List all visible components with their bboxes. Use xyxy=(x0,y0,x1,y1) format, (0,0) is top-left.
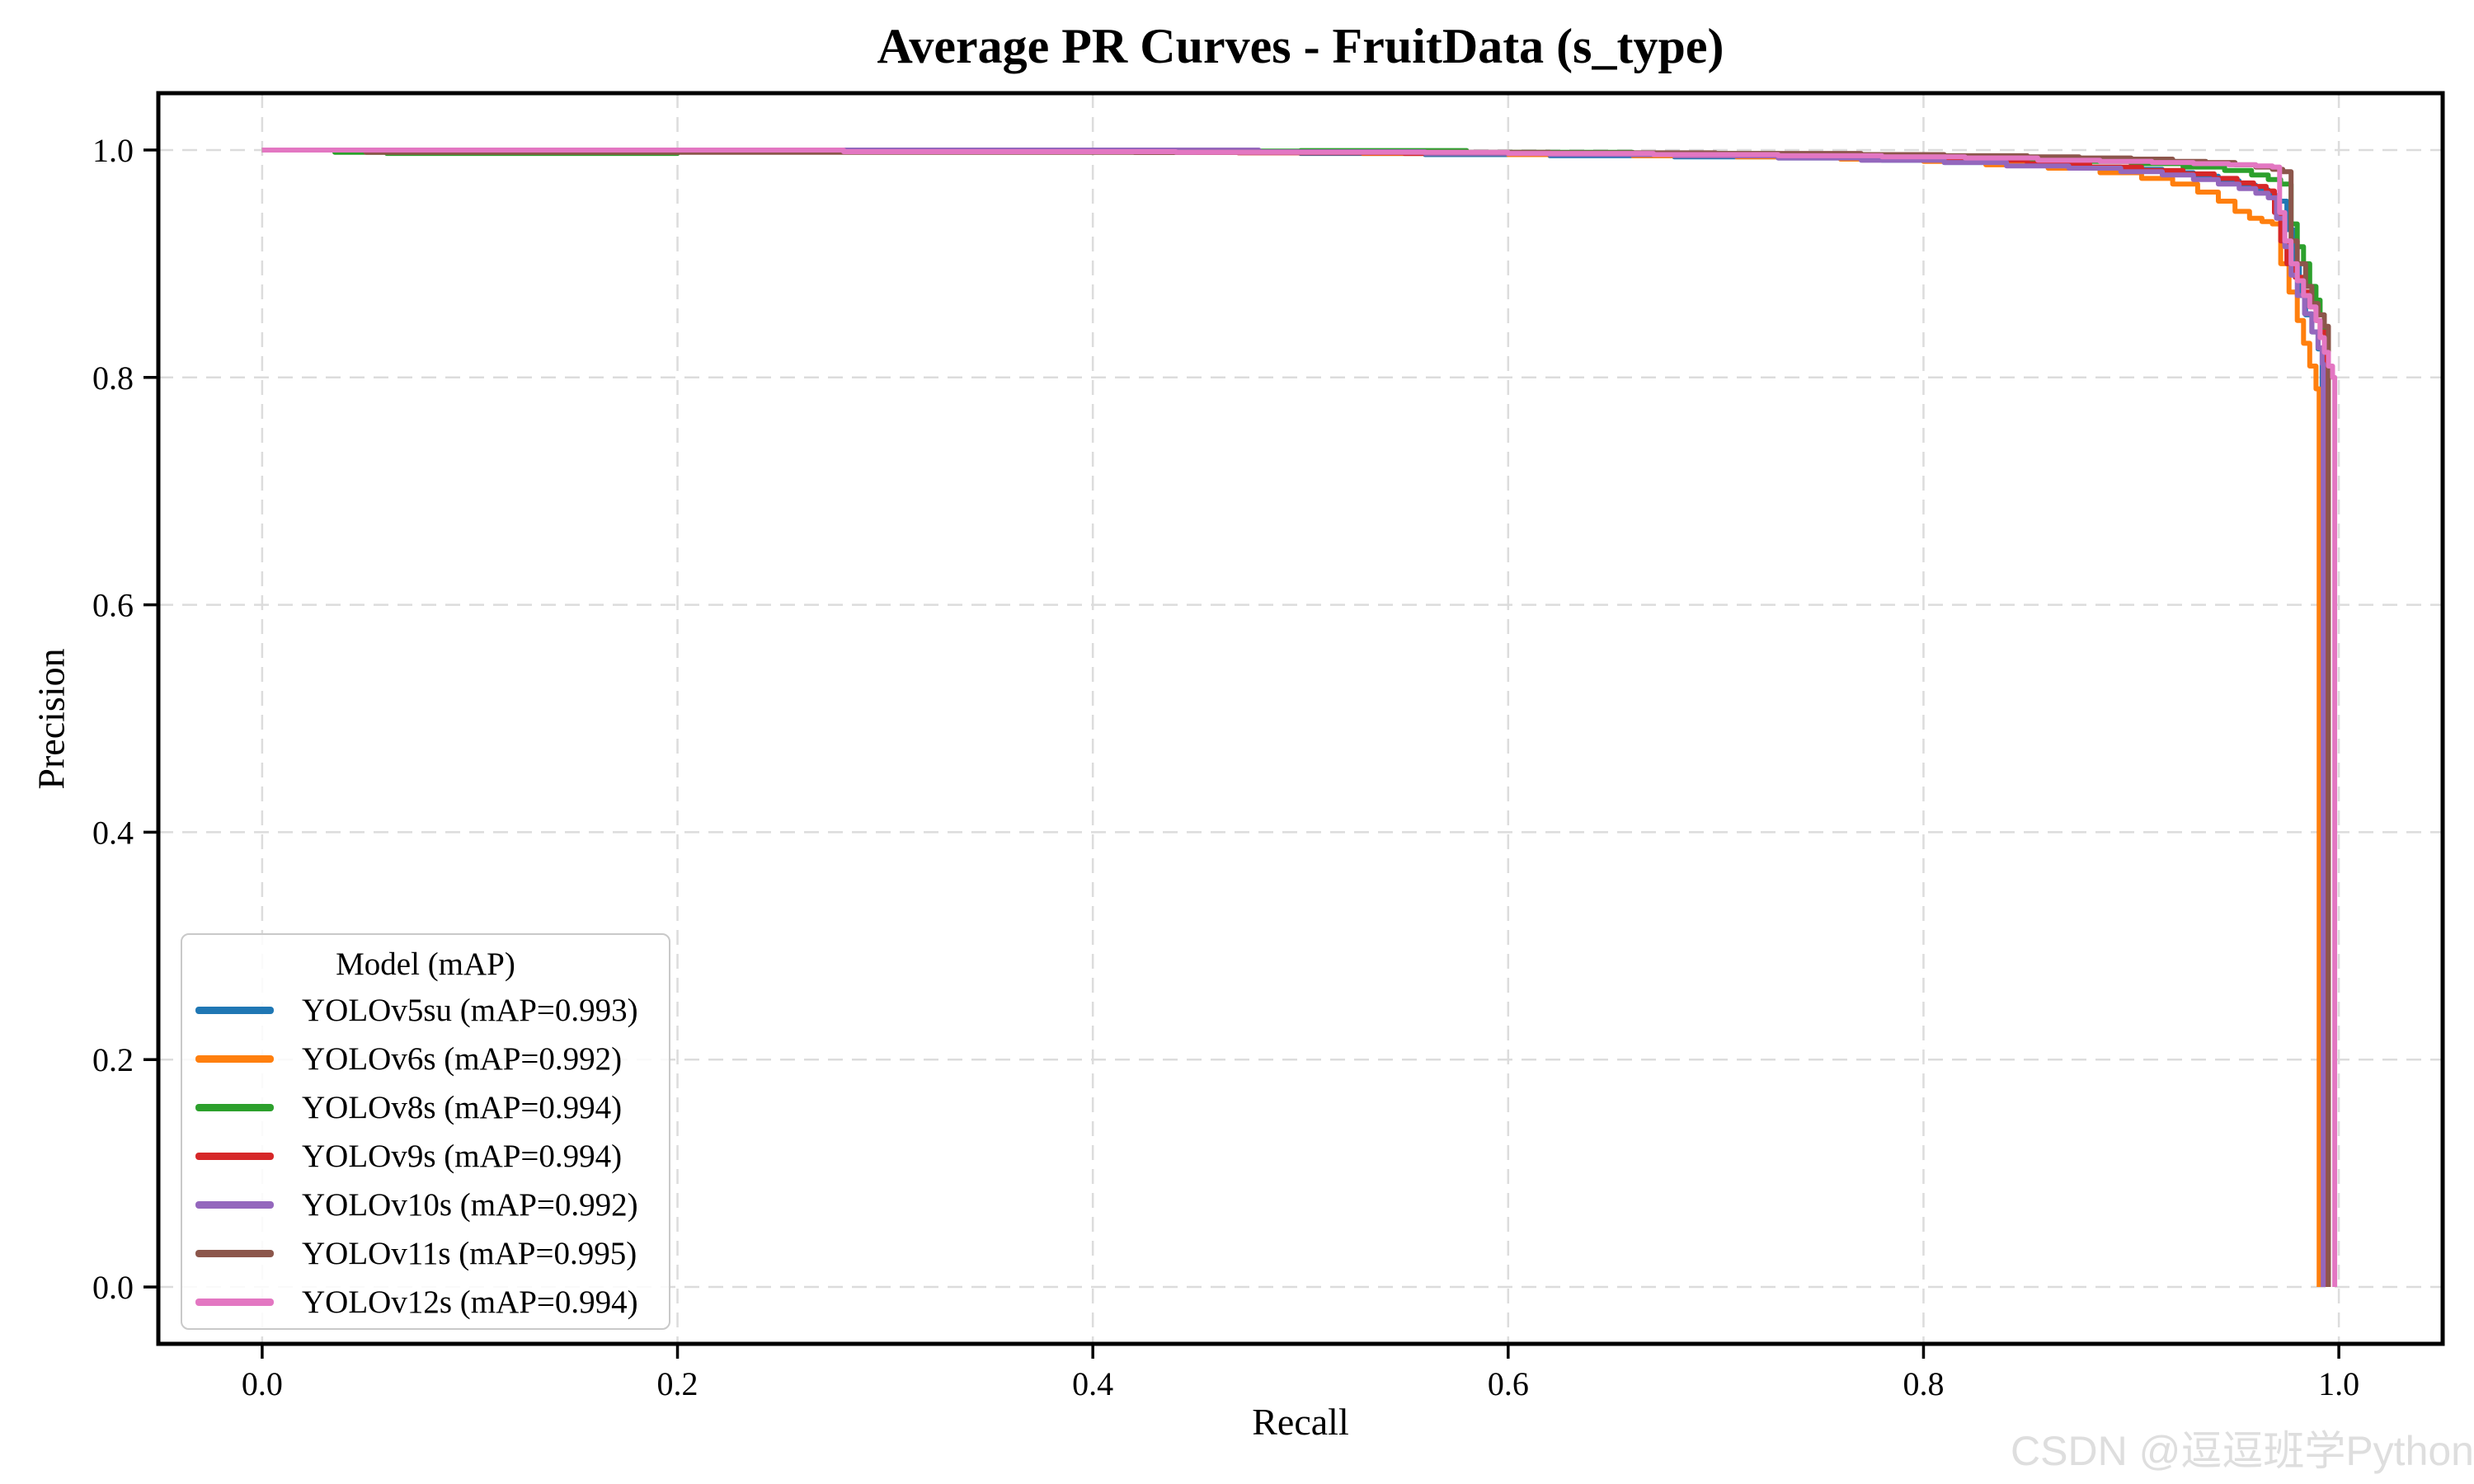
x-tick-label-0.2: 0.2 xyxy=(657,1365,698,1402)
x-tick-label-1.0: 1.0 xyxy=(2318,1365,2359,1402)
legend-swatch-YOLOv5su xyxy=(195,1007,274,1014)
legend-label-YOLOv12s: YOLOv12s (mAP=0.994) xyxy=(302,1284,638,1320)
axis-tick-labels: 0.0 0.2 0.4 0.6 0.8 1.0 0.0 0.2 0.4 0.6 0.8 1.0 xyxy=(92,132,2359,1402)
legend-item-YOLOv5su: YOLOv5su (mAP=0.993) xyxy=(182,986,669,1035)
legend-item-YOLOv8s: YOLOv8s (mAP=0.994) xyxy=(182,1083,669,1132)
x-tick-label-0.0: 0.0 xyxy=(242,1365,283,1402)
legend-item-YOLOv12s: YOLOv12s (mAP=0.994) xyxy=(182,1278,669,1327)
x-tick-label-0.8: 0.8 xyxy=(1903,1365,1944,1402)
legend-swatch-YOLOv12s xyxy=(195,1298,274,1306)
legend-swatch-YOLOv8s xyxy=(195,1104,274,1111)
legend-swatch-YOLOv9s xyxy=(195,1153,274,1160)
plot-frame xyxy=(156,91,2445,1346)
y-tick-label-0.8: 0.8 xyxy=(92,359,134,397)
y-tick-label-0.0: 0.0 xyxy=(92,1269,134,1306)
legend-item-YOLOv9s: YOLOv9s (mAP=0.994) xyxy=(182,1132,669,1181)
legend-label-YOLOv6s: YOLOv6s (mAP=0.992) xyxy=(302,1041,623,1077)
legend-title: Model (mAP) xyxy=(336,946,515,982)
legend-swatch-YOLOv11s xyxy=(195,1250,274,1257)
curve-YOLOv12s xyxy=(261,148,2338,1287)
legend: Model (mAP) YOLOv5su (mAP=0.993) YOLOv6s … xyxy=(181,933,670,1330)
y-tick-label-0.6: 0.6 xyxy=(92,587,134,624)
legend-item-YOLOv11s: YOLOv11s (mAP=0.995) xyxy=(182,1229,669,1278)
legend-label-YOLOv9s: YOLOv9s (mAP=0.994) xyxy=(302,1139,623,1174)
y-tick-label-1.0: 1.0 xyxy=(92,132,134,169)
axis-ticks xyxy=(143,148,2340,1359)
legend-swatch-YOLOv10s xyxy=(195,1201,274,1209)
watermark: CSDN @逗逗班学Python xyxy=(2011,1428,2474,1474)
legend-swatch-YOLOv6s xyxy=(195,1055,274,1063)
legend-label-YOLOv8s: YOLOv8s (mAP=0.994) xyxy=(302,1090,623,1125)
gridlines xyxy=(158,93,2443,1344)
legend-label-YOLOv5su: YOLOv5su (mAP=0.993) xyxy=(302,993,638,1028)
legend-item-YOLOv10s: YOLOv10s (mAP=0.992) xyxy=(182,1181,669,1229)
x-tick-label-0.4: 0.4 xyxy=(1072,1365,1113,1402)
x-axis-label: Recall xyxy=(1252,1401,1349,1443)
legend-item-YOLOv6s: YOLOv6s (mAP=0.992) xyxy=(182,1035,669,1083)
x-tick-label-0.6: 0.6 xyxy=(1488,1365,1529,1402)
y-tick-label-0.4: 0.4 xyxy=(92,814,134,851)
y-tick-label-0.2: 0.2 xyxy=(92,1041,134,1078)
legend-label-YOLOv10s: YOLOv10s (mAP=0.992) xyxy=(302,1187,638,1223)
curves xyxy=(261,148,2338,1287)
chart-title: Average PR Curves - FruitData (s_type) xyxy=(877,19,1724,73)
legend-label-YOLOv11s: YOLOv11s (mAP=0.995) xyxy=(302,1236,637,1271)
